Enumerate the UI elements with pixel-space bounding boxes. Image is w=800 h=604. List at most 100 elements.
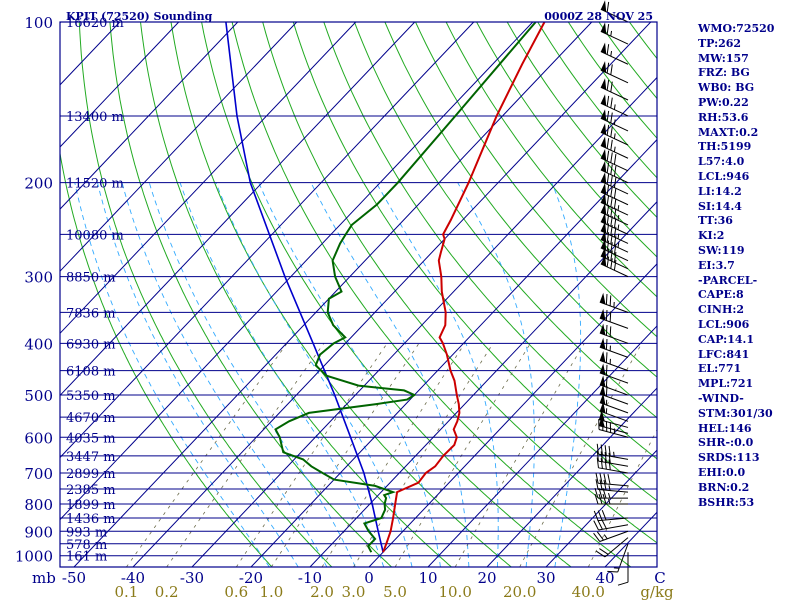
wind-barb-flag (606, 339, 607, 349)
wind-barb-staff (598, 483, 628, 486)
isotherm (133, 22, 651, 567)
wind-barb-flag (606, 325, 607, 335)
wind-barb-flag (607, 138, 609, 148)
sounding-index-item: KI:2 (698, 229, 798, 244)
height-label: 2385 m (66, 483, 116, 498)
wind-barb (594, 510, 628, 520)
temperature-tick-label: 10 (418, 569, 437, 587)
temperature-tick-label: -50 (62, 569, 86, 587)
mixing-ratio-label: 0.6 (224, 583, 248, 600)
mixing-ratio-label: 5.0 (383, 583, 407, 600)
wind-barb-half-flag (618, 225, 619, 230)
sounding-index-item: TT:36 (698, 214, 798, 229)
moist-adiabat (552, 183, 581, 567)
wind-barb-flag (607, 185, 609, 195)
wind-barb-flag (607, 44, 609, 54)
sounding-index-item: FRZ: BG (698, 66, 798, 81)
sounding-index-item: STM:301/30 (698, 407, 798, 422)
mixing-ratio-label: 0.2 (155, 583, 179, 600)
pressure-tick-label: 600 (24, 429, 53, 447)
isotherm (0, 22, 415, 567)
wind-barb-staff (598, 525, 628, 530)
wind-barb-flag (614, 188, 616, 198)
temperature-tick-label: 20 (477, 569, 496, 587)
mixing-ratio-line (455, 343, 584, 567)
wind-barb-flag (606, 365, 607, 375)
wind-barb-flag (610, 311, 611, 321)
temperature-tick-label: 30 (536, 569, 555, 587)
height-label: 4670 m (66, 411, 116, 426)
sounding-index-item: TH:5199 (698, 140, 798, 155)
sounding-index-item: CAPE:8 (698, 288, 798, 303)
pressure-tick-label: 200 (24, 175, 53, 193)
sounding-index-item: HEL:146 (698, 422, 798, 437)
wind-barb-half-flag (614, 133, 615, 138)
pressure-tick-label: 800 (24, 496, 53, 514)
wind-barb-half-flag (614, 104, 615, 109)
isotherm (251, 22, 769, 567)
height-label: 1899 m (66, 498, 116, 513)
height-label: 2899 m (66, 467, 116, 482)
height-label: 11520 m (66, 177, 124, 192)
sounding-index-item: BSHR:53 (698, 496, 798, 511)
sounding-index-item: MW:157 (698, 52, 798, 67)
sounding-index-item: RH:53.6 (698, 111, 798, 126)
wind-barb-flag (607, 80, 609, 90)
isotherm (0, 22, 356, 567)
wind-barb-flag (598, 511, 602, 521)
moist-adiabat (180, 183, 384, 567)
sounding-index-item: SI:14.4 (698, 200, 798, 215)
moist-adiabat (259, 183, 441, 567)
wind-barb-flag (610, 295, 611, 305)
mixing-ratio-line (520, 343, 642, 567)
dry-adiabat (79, 10, 332, 567)
sounding-index-item: TP:262 (698, 37, 798, 52)
wind-barb-half-flag (611, 51, 612, 56)
wind-barb-flag (611, 64, 613, 74)
wind-barb-flag (611, 113, 613, 123)
wind-barb-staff (600, 531, 628, 541)
wind-barb-flag (611, 176, 613, 186)
isotherm (0, 22, 2, 567)
height-label: 5350 m (66, 389, 116, 404)
wind-barb-staff (600, 333, 628, 343)
sounding-index-item: SW:119 (698, 244, 798, 259)
wind-barb-flag (618, 582, 628, 585)
sounding-index-item: MAXT:0.2 (698, 126, 798, 141)
moist-adiabat (216, 183, 412, 567)
wind-barb-flag (614, 198, 616, 208)
sounding-index-item: LI:14.2 (698, 185, 798, 200)
wind-barb-half-flag (609, 493, 611, 498)
wind-barb-staff (598, 489, 628, 492)
wind-barb-half-flag (614, 119, 615, 124)
wind-barb-flag (607, 24, 609, 34)
height-label: 7836 m (66, 306, 116, 321)
mixing-ratio-label: 40.0 (572, 583, 605, 600)
pressure-tick-label: 500 (24, 387, 53, 405)
isotherm (0, 22, 297, 567)
wind-barb-half-flag (611, 31, 612, 36)
wind-barb-flag (606, 352, 607, 362)
wind-barb-flag (598, 520, 603, 529)
mixing-ratio-label: 1.0 (259, 583, 283, 600)
sounding-index-item: EHI:0.0 (698, 466, 798, 481)
wind-barb-flag (607, 195, 609, 205)
pressure-tick-label: 700 (24, 465, 53, 483)
sounding-index-item: CINH:2 (698, 303, 798, 318)
sounding-index-item: -PARCEL- (698, 274, 798, 289)
pressure-tick-label: 900 (24, 523, 53, 541)
sounding-index-item: LFC:841 (698, 348, 798, 363)
wind-barb-staff (599, 430, 628, 438)
sounding-index-item: LCL:946 (698, 170, 798, 185)
wind-barb-half-flag (604, 535, 607, 539)
pressure-tick-label: 100 (24, 14, 53, 32)
height-label: 161 m (66, 550, 107, 565)
sounding-index-item: EI:3.7 (698, 259, 798, 274)
mixing-ratio-line (236, 343, 387, 567)
sounding-index-item: EL:771 (698, 362, 798, 377)
wind-barb-flag (594, 521, 599, 530)
isotherm (74, 22, 592, 567)
moist-adiabat (458, 183, 535, 567)
wind-barb-half-flag (618, 205, 619, 210)
